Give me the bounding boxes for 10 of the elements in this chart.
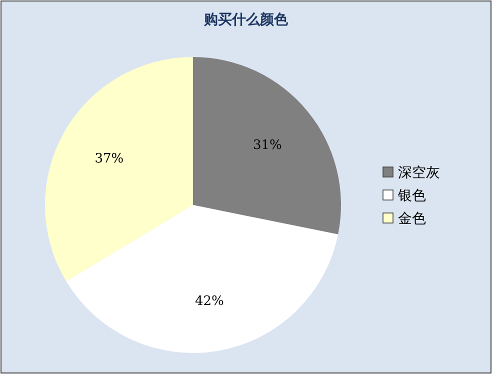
pie-slice [45, 57, 193, 282]
pie-slice [193, 57, 341, 234]
legend-label: 金色 [398, 211, 426, 227]
chart-title: 购买什么颜色 [203, 11, 289, 28]
data-label: 42% [194, 294, 224, 309]
pie-slice [66, 205, 338, 353]
data-label: 37% [94, 152, 124, 167]
legend-label: 深空灰 [398, 165, 440, 181]
legend-label: 银色 [397, 188, 426, 204]
data-label: 31% [253, 138, 282, 154]
